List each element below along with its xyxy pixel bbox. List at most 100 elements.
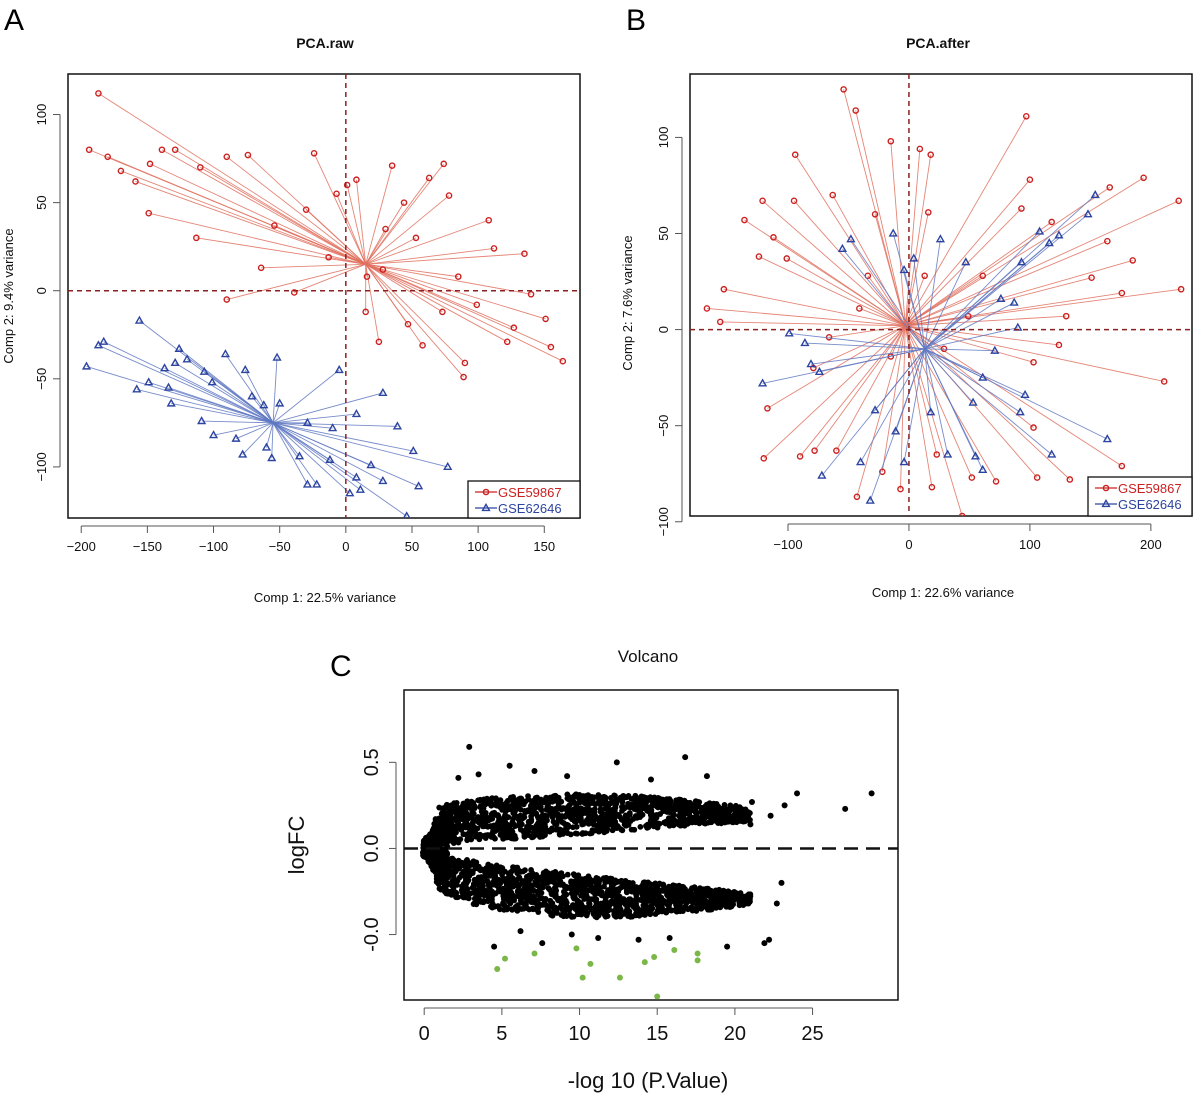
gene-point xyxy=(546,872,553,878)
gene-point xyxy=(703,886,709,892)
gene-point xyxy=(529,834,535,841)
gene-point xyxy=(586,895,592,902)
circle-marker xyxy=(196,164,204,171)
spoke-line xyxy=(905,187,1110,327)
spoke-line xyxy=(924,348,995,352)
gene-point xyxy=(432,816,439,822)
spoke-line xyxy=(365,263,477,306)
gene-point xyxy=(535,905,541,912)
gene-point xyxy=(603,805,610,812)
spoke-line xyxy=(103,341,274,424)
gene-point xyxy=(522,878,528,884)
gene-point xyxy=(594,875,601,882)
spoke-line xyxy=(924,348,1026,396)
gene-point xyxy=(473,899,480,906)
triangle-marker xyxy=(926,407,936,416)
gene-point xyxy=(652,797,659,803)
gene-point xyxy=(570,824,576,831)
gene-point-outlier xyxy=(766,936,773,943)
gene-point xyxy=(598,900,604,907)
series-GSE62646 xyxy=(757,190,1112,504)
gene-point xyxy=(497,832,504,838)
gene-point xyxy=(486,872,493,879)
gene-point xyxy=(578,911,585,918)
x-tick-label: 50 xyxy=(405,539,419,554)
circle-marker xyxy=(1033,474,1041,481)
spoke-line xyxy=(905,275,983,327)
triangle-marker xyxy=(247,391,257,400)
spoke-line xyxy=(767,325,906,409)
gene-point xyxy=(506,833,513,840)
spoke-line xyxy=(272,422,351,494)
gene-point xyxy=(521,832,528,839)
gene-point xyxy=(677,908,684,915)
triangle-marker xyxy=(174,343,184,352)
gene-point xyxy=(458,826,465,833)
gene-point xyxy=(590,885,597,891)
gene-point xyxy=(441,823,448,830)
spoke-line xyxy=(272,392,383,424)
spoke-line xyxy=(272,369,340,424)
circle-marker xyxy=(117,167,125,175)
gene-point xyxy=(721,802,728,808)
spoke-line xyxy=(98,344,274,424)
spoke-line xyxy=(706,308,906,327)
circle-marker xyxy=(897,485,904,493)
spoke-line xyxy=(789,332,925,350)
triangle-marker xyxy=(961,257,971,266)
gene-point xyxy=(526,886,533,893)
gene-point xyxy=(556,826,563,833)
gene-point xyxy=(524,905,530,912)
triangle-marker xyxy=(197,416,207,425)
circle-marker xyxy=(382,225,389,233)
gene-point xyxy=(516,874,523,881)
spoke-line xyxy=(171,403,274,424)
spoke-line xyxy=(365,263,464,378)
triangle-marker xyxy=(935,234,945,243)
y-tick-label: 100 xyxy=(34,104,49,126)
y-tick-label: 0.0 xyxy=(361,835,383,863)
gene-point xyxy=(611,798,618,805)
spoke-line xyxy=(196,237,366,265)
gene-point xyxy=(522,867,528,874)
gene-point xyxy=(628,796,635,802)
spoke-line xyxy=(365,263,508,343)
gene-point xyxy=(480,899,487,906)
gene-point xyxy=(469,868,476,875)
gene-point-outlier xyxy=(466,743,473,750)
circle-marker xyxy=(547,343,555,351)
circle-marker xyxy=(271,222,278,229)
circle-marker xyxy=(158,146,166,154)
spoke-line xyxy=(904,116,1027,326)
spoke-line xyxy=(924,231,1040,350)
spoke-line xyxy=(913,258,926,349)
circle-marker xyxy=(1102,484,1110,492)
spoke-line xyxy=(905,200,1179,327)
circle-marker xyxy=(887,137,895,145)
spoke-line xyxy=(924,348,976,457)
triangle-marker xyxy=(800,338,810,347)
highlighted-gene-point xyxy=(641,959,648,966)
circle-marker xyxy=(833,447,840,454)
triangle-marker xyxy=(846,234,856,243)
gene-point xyxy=(685,820,692,827)
y-tick-label: 0.5 xyxy=(361,748,383,776)
spoke-line xyxy=(174,362,274,424)
gene-point xyxy=(430,858,436,865)
gene-point-outlier xyxy=(568,931,575,938)
triangle-marker xyxy=(784,328,794,337)
gene-point xyxy=(636,810,643,816)
spoke-line xyxy=(365,253,525,265)
spoke-line xyxy=(924,298,1002,350)
circle-marker xyxy=(770,234,777,241)
gene-point-outlier xyxy=(595,935,602,941)
gene-point xyxy=(445,889,452,896)
triangle-marker xyxy=(134,315,145,324)
highlighted-gene-point xyxy=(616,974,623,981)
gene-point xyxy=(563,812,570,818)
x-tick-label: 20 xyxy=(724,1023,746,1045)
gene-point xyxy=(543,814,550,821)
triangle-marker xyxy=(757,378,768,387)
circle-marker xyxy=(559,357,567,365)
circle-marker xyxy=(419,342,426,349)
